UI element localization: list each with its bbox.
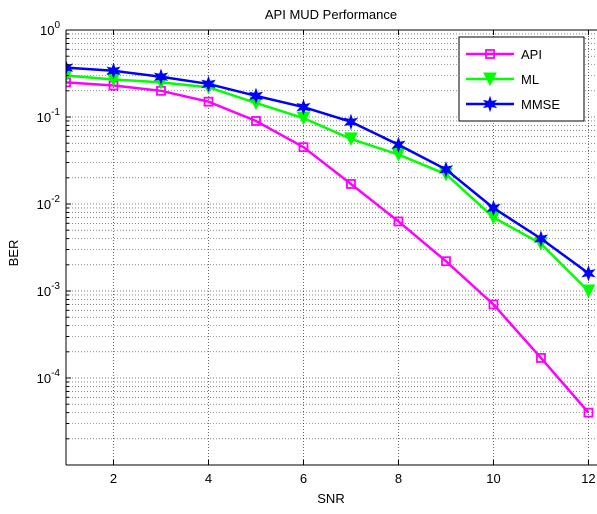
x-tick-label: 12 <box>581 471 595 486</box>
data-point-api <box>66 77 71 88</box>
legend-label-mmse: MMSE <box>521 97 560 112</box>
y-tick-label: 10-4 <box>37 368 61 386</box>
x-tick-label: 8 <box>395 471 402 486</box>
x-tick-label: 6 <box>300 471 307 486</box>
series-mmse <box>66 59 596 282</box>
y-axis-label: BER <box>6 240 21 267</box>
data-point-api <box>536 353 546 363</box>
data-point-mmse <box>153 68 169 86</box>
legend-marker-mmse <box>482 95 498 113</box>
data-point-mmse <box>391 136 406 153</box>
data-point-api <box>346 179 356 189</box>
legend: API ML MMSE <box>458 36 585 122</box>
series-api <box>66 77 594 418</box>
data-point-ml <box>344 132 358 147</box>
chart-title: API MUD Performance <box>265 7 397 22</box>
series-line-api <box>66 81 590 414</box>
data-point-mmse <box>581 265 596 282</box>
data-point-mmse <box>486 199 501 217</box>
data-point-api <box>583 407 594 418</box>
series-line-mmse <box>66 66 590 275</box>
data-point-mmse <box>438 161 454 178</box>
series-layer <box>66 59 596 418</box>
y-tick-label: 10-3 <box>37 281 61 299</box>
data-point-api <box>251 116 261 126</box>
x-tick-label: 10 <box>486 471 500 486</box>
data-point-mmse <box>66 59 74 76</box>
series-line-ml <box>66 74 590 292</box>
data-point-api <box>441 256 451 267</box>
y-tick-label: 100 <box>40 20 60 38</box>
legend-marker-ml <box>483 72 497 87</box>
data-point-mmse <box>106 62 121 79</box>
x-axis-label: SNR <box>317 491 344 506</box>
data-point-api <box>393 216 404 227</box>
data-point-mmse <box>343 113 359 131</box>
data-point-api <box>298 142 309 153</box>
legend-label-api: API <box>521 47 542 62</box>
y-tick-label: 10-2 <box>37 194 61 212</box>
x-tick-label: 4 <box>205 471 212 486</box>
data-point-mmse <box>533 230 549 247</box>
data-point-api <box>488 299 499 310</box>
data-point-mmse <box>296 98 311 116</box>
legend-label-ml: ML <box>521 72 539 87</box>
data-point-mmse <box>248 87 264 105</box>
x-tick-label: 2 <box>110 471 117 486</box>
data-point-ml <box>581 284 596 299</box>
axes <box>65 29 597 466</box>
tick-labels: 2 4 6 8 10 12 100 10-1 10-2 10-3 10-4 <box>37 20 596 486</box>
y-tick-label: 10-1 <box>37 107 61 125</box>
data-point-api <box>203 96 214 107</box>
legend-marker-api <box>485 49 495 59</box>
data-point-mmse <box>201 75 216 93</box>
